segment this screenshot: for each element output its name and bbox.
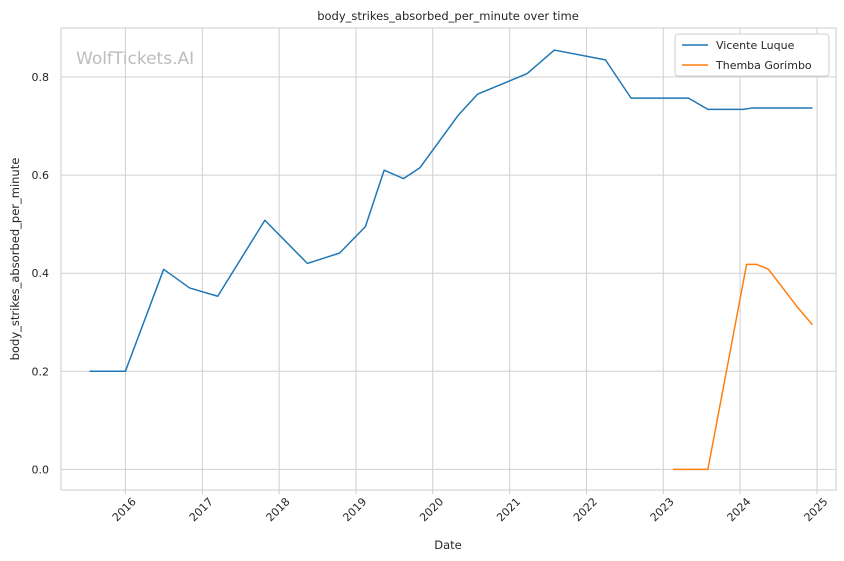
series-line-1: [89, 49, 813, 373]
y-axis-label: body_strikes_absorbed_per_minute: [8, 158, 22, 361]
watermark: WolfTickets.AI: [76, 49, 194, 69]
chart-title: body_strikes_absorbed_per_minute over ti…: [317, 9, 579, 23]
y-tick-label: 0.2: [32, 365, 50, 378]
series-layer: [89, 49, 814, 471]
plot-frame: [60, 27, 837, 491]
y-tick-label: 0.4: [32, 267, 50, 280]
legend-label-2: Themba Gorimbo: [715, 59, 812, 72]
grid-layer: [61, 28, 836, 490]
y-tick-label: 0.0: [32, 463, 50, 476]
y-tick-label: 0.8: [32, 71, 50, 84]
legend-label-1: Vicente Luque: [716, 39, 795, 52]
y-tick-label: 0.6: [32, 169, 50, 182]
legend: Vicente Luque Themba Gorimbo: [674, 33, 830, 77]
x-axis-label: Date: [434, 538, 462, 552]
series-line-2: [672, 263, 814, 471]
legend-box: [674, 33, 830, 77]
